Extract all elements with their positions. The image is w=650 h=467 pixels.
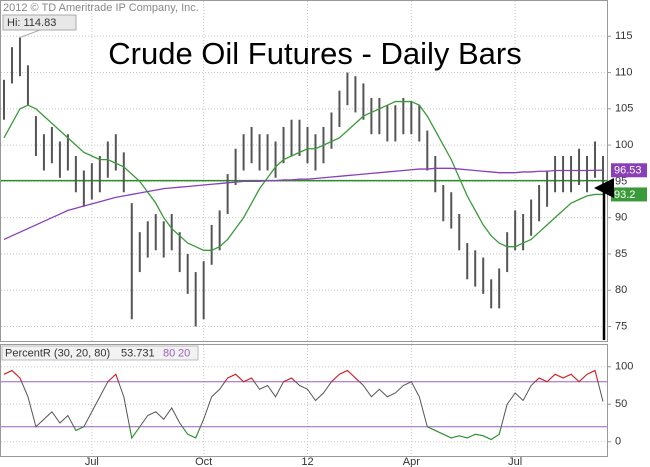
y-tick-label: 90 xyxy=(615,212,627,224)
indicator-frame xyxy=(0,344,608,457)
y-tick-label: 100 xyxy=(615,361,633,373)
value-box xyxy=(611,187,647,202)
x-tick-label: 12 xyxy=(301,456,313,467)
value-label: 96.53 xyxy=(614,165,642,177)
y-tick-label: 100 xyxy=(615,139,633,151)
moving-average xyxy=(3,100,604,251)
y-tick-label: 105 xyxy=(615,103,633,115)
y-tick-label: 0 xyxy=(615,436,621,448)
indicator-header-box xyxy=(1,345,199,361)
annotation: Hi: 114.83 xyxy=(7,17,56,29)
value-box xyxy=(611,163,647,178)
moving-average xyxy=(3,167,604,241)
y-tick-label: 50 xyxy=(615,398,627,410)
y-tick-label: 115 xyxy=(615,30,633,42)
indicator-level-label: 20 xyxy=(178,347,190,359)
y-tick-label: 110 xyxy=(615,66,633,78)
value-label: 93.2 xyxy=(614,189,635,201)
indicator-line xyxy=(3,369,604,441)
y-tick-label: 75 xyxy=(615,320,627,332)
x-tick-label: Apr xyxy=(403,456,420,467)
y-tick-label: 80 xyxy=(615,284,627,296)
indicator-level-label: 80 xyxy=(163,347,175,359)
credit: 2012 © TD Ameritrade IP Company, Inc. xyxy=(3,2,199,14)
x-tick-label: Jul xyxy=(508,456,522,467)
price-frame xyxy=(0,0,608,342)
x-tick-label: Jul xyxy=(85,456,99,467)
x-tick-label: Oct xyxy=(195,456,212,467)
y-tick-label: 95 xyxy=(615,175,627,187)
chart-title: Crude Oil Futures - Daily Bars xyxy=(108,36,521,71)
indicator-last-value: 53.731 xyxy=(121,347,155,359)
indicator-title: PercentR (30, 20, 80) xyxy=(5,347,110,359)
annotation-leader xyxy=(19,29,41,38)
y-tick-label: 85 xyxy=(615,248,627,260)
